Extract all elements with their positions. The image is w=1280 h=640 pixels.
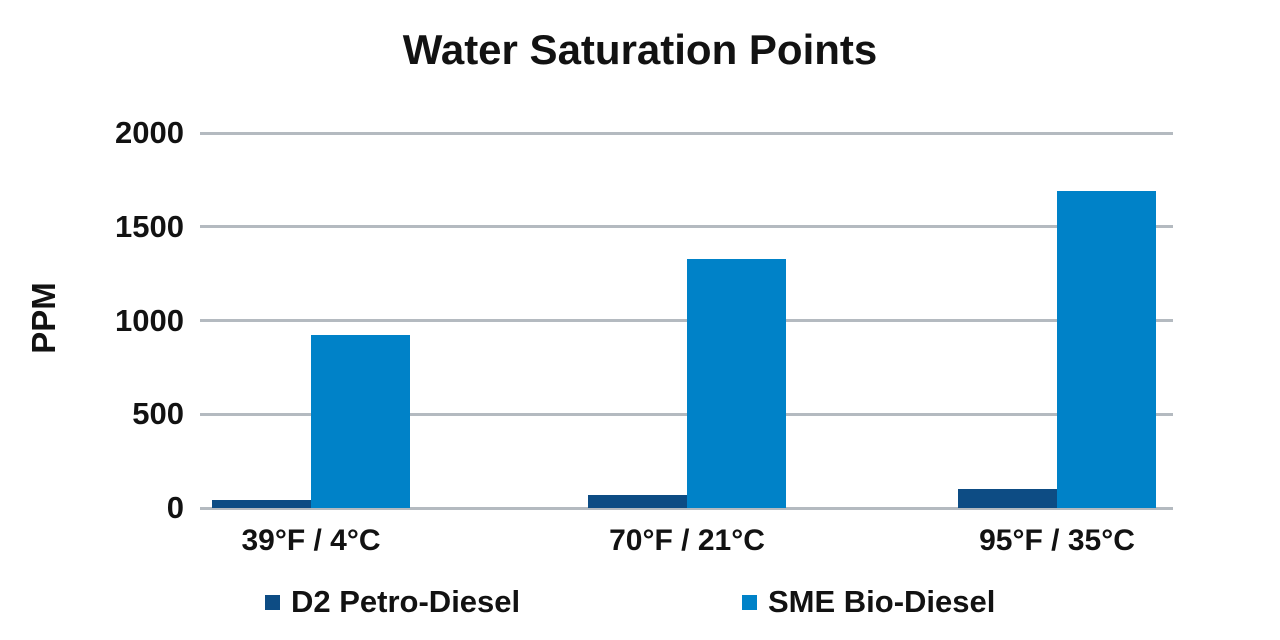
y-tick-label-0: 0 (166, 490, 184, 525)
gridline-0 (200, 506, 1173, 510)
legend-label: SME Bio-Diesel (768, 584, 996, 619)
legend-item-sme-bio-diesel: SME Bio-Diesel (742, 584, 995, 620)
bar-sme-bio-diesel-2 (1057, 191, 1156, 508)
bar-sme-bio-diesel-0 (311, 335, 410, 508)
gridline-1500 (200, 225, 1173, 229)
gridline-2000 (200, 131, 1173, 135)
chart-title: Water Saturation Points (402, 26, 878, 73)
bar-sme-bio-diesel-1 (687, 259, 786, 508)
plot-area (200, 131, 1173, 510)
gridline-1000 (200, 319, 1173, 322)
bar-d2-petro-diesel-0 (212, 500, 311, 508)
legend-swatch-icon (265, 594, 280, 610)
legend-item-d2-petro-diesel: D2 Petro-Diesel (265, 584, 520, 620)
legend-label: D2 Petro-Diesel (291, 584, 521, 619)
y-tick-label-2000: 2000 (115, 115, 184, 150)
x-category-label-2: 95°F / 35°C (979, 524, 1135, 557)
legend-swatch-icon (742, 594, 757, 610)
x-category-label-0: 39°F / 4°C (241, 524, 381, 557)
bar-d2-petro-diesel-1 (588, 495, 687, 508)
gridline-500 (200, 412, 1173, 416)
y-tick-label-1000: 1000 (115, 302, 184, 338)
bar-d2-petro-diesel-2 (958, 489, 1057, 508)
x-category-label-1: 70°F / 21°C (609, 524, 765, 557)
y-tick-label-500: 500 (132, 396, 184, 432)
y-tick-label-1500: 1500 (115, 208, 184, 244)
